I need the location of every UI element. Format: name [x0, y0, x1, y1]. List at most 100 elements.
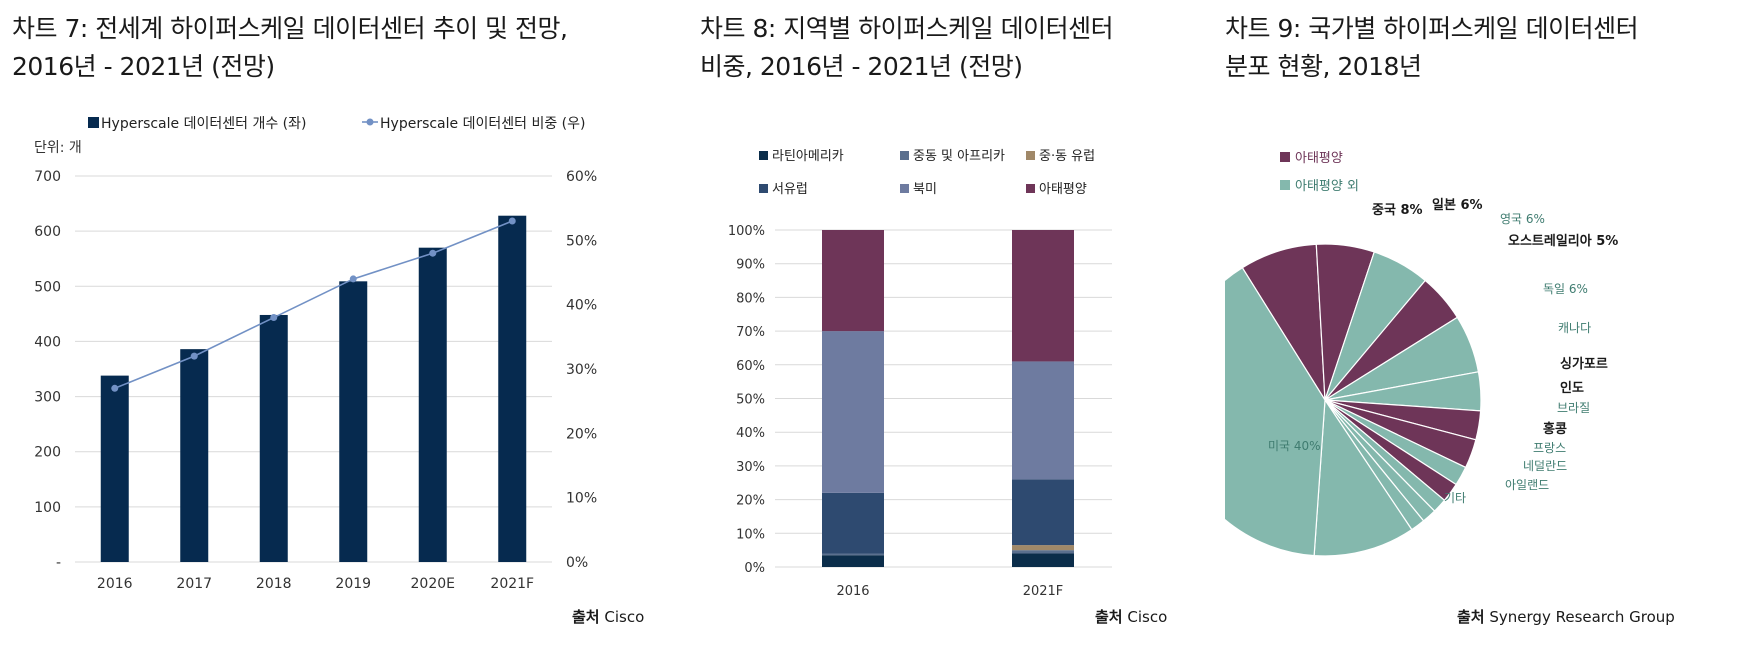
chart9-slice-label: 독일 6%	[1543, 282, 1588, 296]
chart8-y-tick: 60%	[736, 359, 765, 374]
chart7-x-tick: 2017	[176, 576, 212, 592]
chart7-panel: 차트 7: 전세계 하이퍼스케일 데이터센터 추이 및 전망, 2016년 - …	[0, 0, 680, 649]
chart8-bar-segment	[1012, 361, 1074, 480]
chart8-legend-swatch	[759, 184, 768, 193]
chart8-legend-swatch	[900, 184, 909, 193]
chart9-slice-label: 싱가포르	[1560, 357, 1608, 372]
chart8-bar-segment	[822, 553, 884, 556]
chart7-bar	[259, 314, 288, 562]
chart9-slice-label: 영국 6%	[1500, 212, 1545, 226]
chart7-y-right-tick: 10%	[566, 491, 597, 507]
chart7-bar	[100, 375, 129, 562]
chart8-x-tick: 2016	[836, 584, 869, 599]
chart8-bar-segment	[822, 331, 884, 493]
chart8-legend-label: 중·동 유럽	[1039, 149, 1095, 164]
chart8-bar-segment	[1012, 550, 1074, 554]
chart9-legend-label-apac: 아태평양	[1295, 151, 1343, 166]
chart8-y-tick: 50%	[736, 393, 765, 408]
chart8-y-tick: 30%	[736, 460, 765, 475]
chart8-bar-segment	[1012, 545, 1074, 551]
chart9-panel: 차트 9: 국가별 하이퍼스케일 데이터센터 분포 현황, 2018년 중국 8…	[1225, 0, 1752, 649]
chart9-slice-label: 인도	[1560, 380, 1584, 396]
chart9-legend-swatch-apac	[1280, 152, 1290, 162]
chart7-line-point	[429, 249, 437, 257]
chart7-bar	[418, 247, 447, 562]
chart9-slice-label: 미국 40%	[1268, 439, 1321, 453]
chart7-y-right-tick: 0%	[566, 555, 588, 571]
chart7-line-point	[349, 275, 357, 283]
chart8-bar-segment	[822, 492, 884, 554]
chart8-legend-swatch	[759, 151, 768, 160]
chart8-source-label: 출처	[1095, 608, 1123, 626]
chart7-y-right-tick: 30%	[566, 362, 597, 378]
chart8-title-line1: 차트 8: 지역별 하이퍼스케일 데이터센터	[700, 14, 1114, 43]
chart7-title-line2: 2016년 - 2021년 (전망)	[12, 52, 275, 81]
chart8-bar-segment	[822, 555, 884, 567]
chart7-title: 차트 7: 전세계 하이퍼스케일 데이터센터 추이 및 전망, 2016년 - …	[12, 10, 568, 86]
chart7-y-left-tick: 100	[34, 500, 61, 516]
chart7-y-left-tick: 300	[34, 390, 61, 406]
chart8-y-tick: 10%	[736, 527, 765, 542]
chart9-pie-slice	[1225, 266, 1326, 557]
chart7-svg: - 100 200 300 400 500 600 700 0% 10% 20% 30% 40% 50% 6…	[34, 116, 597, 592]
chart8-bar-segment	[822, 230, 884, 332]
chart7-y-left-tick: 400	[34, 334, 61, 350]
chart9-pie-slice	[1313, 398, 1413, 557]
chart9-slice-label: 홍콩	[1543, 421, 1567, 437]
chart9-slice-label: 네덜란드	[1523, 459, 1567, 473]
chart8-y-tick: 70%	[736, 325, 765, 340]
chart7-line-point	[190, 352, 198, 360]
chart8-legend-label: 북미	[913, 182, 937, 197]
chart9-slice-label: 중국 8%	[1372, 203, 1423, 218]
chart8-legend-label: 중동 및 아프리카	[913, 149, 1005, 164]
chart8-legend-label: 서유럽	[772, 182, 808, 197]
chart7-unit-label: 단위: 개	[34, 140, 82, 156]
chart8-x-tick: 2021F	[1023, 584, 1064, 599]
chart9-slice-label: 오스트레일리아 5%	[1508, 233, 1618, 249]
chart9-source-value: Synergy Research Group	[1489, 608, 1675, 626]
chart8-bar-segment	[1012, 479, 1074, 546]
chart7-source: 출처 Cisco	[572, 606, 644, 627]
chart8-legend-label: 라틴아메리카	[772, 149, 844, 164]
chart8-legend-label: 아태평양	[1039, 182, 1087, 197]
chart9-source: 출처 Synergy Research Group	[1457, 606, 1675, 627]
chart7-line-point	[270, 314, 278, 322]
chart7-line-point	[111, 384, 119, 392]
chart7-line-point	[508, 217, 516, 225]
chart8-title-line2: 비중, 2016년 - 2021년 (전망)	[700, 52, 1023, 81]
chart7-y-left-tick: 500	[34, 279, 61, 295]
chart8-legend-swatch	[1026, 151, 1035, 160]
chart7-legend-line-marker	[366, 118, 374, 126]
chart8-y-tick: 100%	[728, 224, 765, 239]
chart9-slice-label: 기타	[1444, 491, 1466, 505]
chart9-title: 차트 9: 국가별 하이퍼스케일 데이터센터 분포 현황, 2018년	[1225, 10, 1639, 86]
chart9-slice-label: 일본 6%	[1432, 198, 1483, 213]
chart7-line-series	[114, 220, 513, 390]
chart9-title-line1: 차트 9: 국가별 하이퍼스케일 데이터센터	[1225, 14, 1639, 43]
chart8-legend-swatch	[1026, 184, 1035, 193]
chart7-x-tick: 2019	[335, 576, 371, 592]
chart7-y-right-tick: 40%	[566, 298, 597, 314]
chart9-slice-label: 캐나다	[1558, 321, 1591, 335]
chart8-y-tick: 40%	[736, 426, 765, 441]
chart7-legend-bar-label: Hyperscale 데이터센터 개수 (좌)	[101, 116, 306, 132]
chart8-source: 출처 Cisco	[1095, 606, 1167, 627]
chart9-slice-label: 프랑스	[1533, 441, 1566, 455]
chart7-x-tick: 2020E	[411, 576, 455, 592]
chart7-y-right-tick: 60%	[566, 169, 597, 185]
chart7-x-tick: 2016	[97, 576, 133, 592]
chart9-title-line2: 분포 현황, 2018년	[1225, 52, 1422, 81]
chart7-y-left-tick: -	[56, 555, 61, 571]
chart9-slice-label: 아일랜드	[1505, 478, 1549, 492]
chart9-slice-label: 브라질	[1557, 401, 1590, 415]
chart7-y-right-tick: 50%	[566, 233, 597, 249]
chart7-y-left-tick: 700	[34, 169, 61, 185]
chart8-svg: 0% 10% 20% 30% 40% 50% 60% 70% 80% 90% 100% 2016 202…	[728, 149, 1112, 599]
chart7-source-value: Cisco	[604, 608, 645, 626]
chart8-y-tick: 90%	[736, 258, 765, 273]
chart8-title: 차트 8: 지역별 하이퍼스케일 데이터센터 비중, 2016년 - 2021년…	[700, 10, 1114, 86]
chart8-y-tick: 80%	[736, 291, 765, 306]
chart9-source-label: 출처	[1457, 608, 1485, 626]
chart7-x-tick: 2018	[256, 576, 292, 592]
chart9-svg: 중국 8% 일본 6% 영국 6% 오스트레일리아 5% 독일 6% 캐나다싱가포르인도브…	[1225, 151, 1618, 557]
